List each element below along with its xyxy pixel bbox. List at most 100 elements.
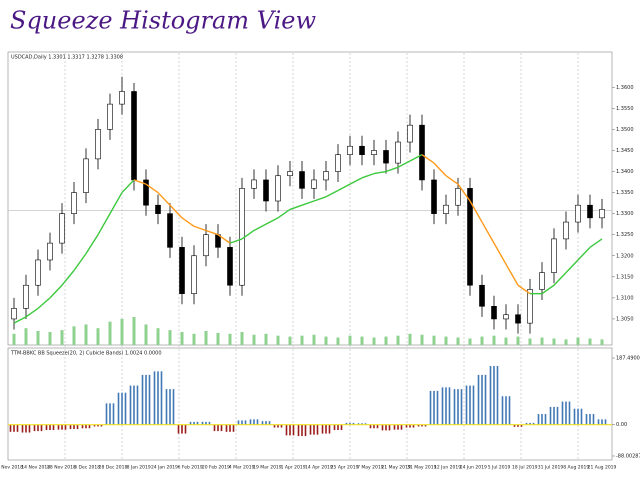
volume-bar (504, 337, 508, 345)
ma-segment (565, 259, 579, 274)
candle-body (383, 150, 389, 164)
y-tick-label: 1.3050 (616, 316, 634, 322)
candle-body (575, 204, 581, 223)
volume-bar (192, 333, 196, 345)
candle-body (227, 247, 233, 286)
volume-bar (12, 333, 16, 345)
volume-bar (204, 331, 208, 345)
volume-bar (276, 335, 280, 345)
sub-header: TTM-BBKC BB Squeeze(20, 2) Cubicle Bands… (10, 351, 162, 357)
ma-segment (469, 200, 483, 223)
volume-bar (324, 336, 328, 345)
y-tick-label: 1.3450 (616, 148, 634, 154)
y-tick-label: 1.3350 (616, 190, 634, 196)
y-tick-label: 187.49009 (616, 356, 640, 362)
main-header: USDCAD,Daily 1.3301 1.3317 1.3278 1.3308 (11, 55, 123, 61)
candle-body (191, 255, 197, 294)
volume-bar (348, 335, 352, 345)
x-tick-label: 4 Mar 2019 (229, 465, 255, 471)
y-tick-label: 1.3200 (616, 253, 634, 259)
ma-segment (121, 179, 135, 194)
candle-body (323, 171, 329, 181)
volume-bar (540, 337, 544, 345)
volume-bar (480, 336, 484, 345)
candle-body (335, 154, 341, 172)
page-title: Squeeze Histogram View (10, 7, 316, 35)
candle-body (275, 175, 281, 202)
candle-body (395, 141, 401, 164)
ma-segment (373, 170, 387, 175)
x-tick-label: 19 Mar 2019 (253, 465, 282, 471)
candle-body (455, 188, 461, 206)
ma-segment (37, 297, 51, 309)
x-tick-label: 21 May 2019 (381, 465, 410, 471)
volume-bar (132, 317, 136, 345)
x-tick-label: 20 Feb 2019 (202, 465, 230, 471)
ma-segment (493, 242, 507, 265)
y-tick-label: 1.3600 (616, 85, 634, 91)
volume-bar (144, 324, 148, 345)
ma-segment (541, 284, 555, 295)
x-tick-label: 21 Aug 2019 (588, 465, 617, 471)
candle-body (311, 179, 317, 189)
candle-body (119, 91, 125, 105)
x-tick-label: 1 Apr 2019 (281, 465, 306, 471)
y-tick-label: 1.3400 (616, 169, 634, 175)
ma-segment (61, 270, 75, 286)
volume-bar (252, 334, 256, 345)
ma-segment (109, 192, 123, 214)
candle-body (347, 145, 353, 155)
main-panel (7, 51, 613, 346)
candle-body (479, 284, 485, 307)
candle-body (491, 306, 497, 320)
y-tick-label: -88.00287 (616, 454, 640, 460)
volume-bar (516, 336, 520, 345)
ma-segment (517, 284, 531, 295)
ma-segment (205, 229, 219, 236)
volume-bar (84, 324, 88, 345)
x-tick-label: 24 Jun 2019 (460, 465, 487, 471)
volume-bar (228, 333, 232, 345)
volume-bar (156, 328, 160, 345)
volume-bar (408, 333, 412, 345)
x-tick-label: 5 Jul 2019 (488, 465, 511, 471)
x-tick-label: 14 Apr 2019 (305, 465, 333, 471)
ma-segment (421, 154, 435, 164)
volume-bar (300, 335, 304, 345)
candle-body (287, 171, 293, 177)
ma-segment (217, 234, 231, 244)
candle-body (23, 284, 29, 309)
ma-segment (253, 223, 267, 232)
volume-bar (372, 337, 376, 345)
x-tick-label: 8 Jan 2019 (127, 465, 151, 471)
volume-bar (216, 332, 220, 345)
x-tick-label: 6 Feb 2019 (178, 465, 203, 471)
candle-body (431, 179, 437, 214)
sub-panel (7, 347, 613, 461)
volume-bar (72, 326, 76, 345)
x-tick-label: 12 Jun 2019 (434, 465, 461, 471)
candle-body (263, 179, 269, 202)
x-tick-label: 25 Apr 2019 (331, 465, 359, 471)
candle-body (587, 204, 593, 219)
volume-bar (120, 318, 124, 345)
ma-segment (169, 204, 183, 219)
ma-segment (145, 183, 159, 194)
volume-bar (24, 328, 28, 345)
candle-body (407, 124, 413, 143)
ma-segment (73, 253, 87, 271)
ma-segment (49, 284, 63, 299)
volume-bar (264, 333, 268, 345)
candle-body (71, 192, 77, 214)
ma-segment (433, 162, 447, 177)
x-tick-label: 31 Jul 2019 (538, 465, 564, 471)
volume-bar (48, 331, 52, 345)
volume-bar (240, 331, 244, 345)
y-tick-label: 1.3250 (616, 232, 634, 238)
ma-segment (505, 263, 519, 286)
volume-bar (312, 334, 316, 345)
ma-segment (85, 234, 99, 255)
volume-bar (420, 334, 424, 345)
candle-body (83, 158, 89, 193)
